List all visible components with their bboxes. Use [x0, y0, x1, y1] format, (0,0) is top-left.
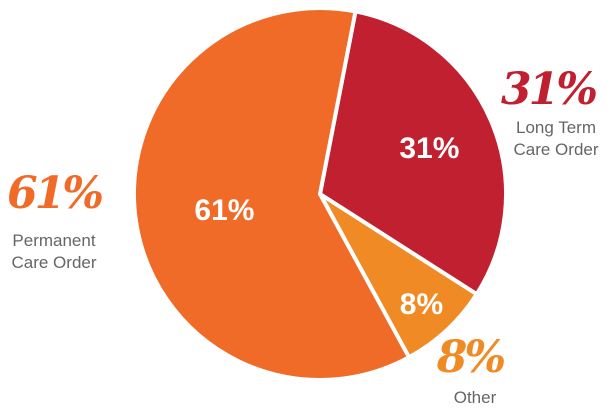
callout-percent-long-term-care-order: 31%: [501, 64, 597, 115]
callout-label-other: Other: [454, 388, 497, 407]
slice-value-label-other: 8%: [400, 288, 443, 321]
callout-percent-other: 8%: [436, 332, 506, 383]
callout-percent-permanent-care-order: 61%: [7, 168, 103, 219]
pie-slice-permanent-care-order: [132, 6, 412, 382]
callout-label-long-term-care-order: Long Term Care Order: [513, 118, 598, 159]
slice-value-label-permanent-care-order: 61%: [194, 194, 254, 227]
slice-value-label-long-term-care-order: 31%: [399, 132, 459, 165]
callout-label-permanent-care-order: Permanent Care Order: [11, 231, 96, 272]
